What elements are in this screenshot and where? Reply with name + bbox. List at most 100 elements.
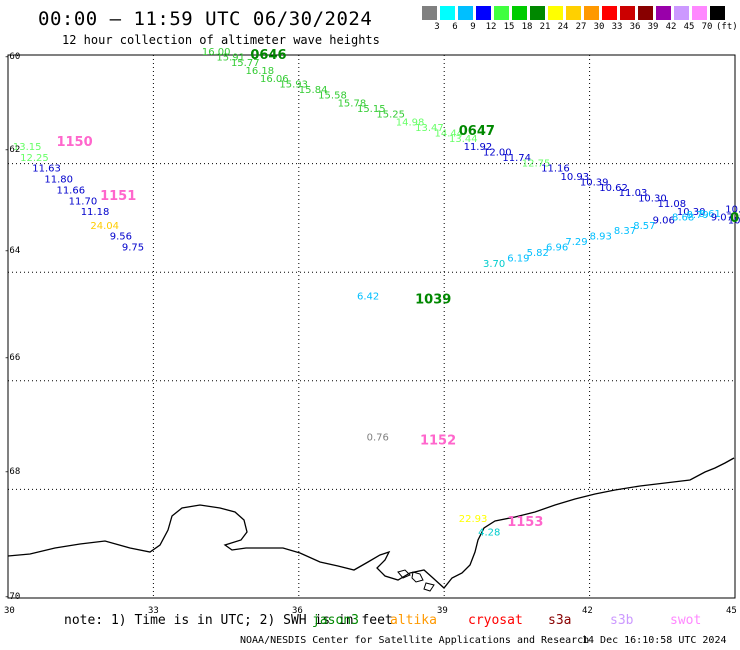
lon-label: 42 xyxy=(582,606,593,616)
legend-swatch xyxy=(458,6,473,20)
wave-height-value: 13.47 xyxy=(415,123,444,134)
lat-label: -62 xyxy=(4,145,21,155)
wave-height-value: 10.59 xyxy=(725,204,740,215)
pass-time-label: 1150 xyxy=(56,135,92,150)
wave-height-value: 0.76 xyxy=(367,433,389,444)
wave-height-value: 9.06 xyxy=(653,215,675,226)
legend-label: 24 xyxy=(557,22,569,32)
wave-height-value: 11.66 xyxy=(56,185,85,196)
wave-height-value: 6.42 xyxy=(357,291,379,302)
wave-height-points: 16.0015.9115.7716.1816.0615.9315.8415.58… xyxy=(13,47,740,539)
legend-label: 21 xyxy=(539,22,551,32)
legend-swatch xyxy=(512,6,527,20)
lat-label: -64 xyxy=(4,246,21,256)
grid-lines xyxy=(8,55,735,598)
wave-height-value: 15.25 xyxy=(376,109,405,120)
legend-swatch xyxy=(692,6,707,20)
legend-label: 36 xyxy=(629,22,641,32)
satellite-name-swot: swot xyxy=(670,613,702,628)
legend-swatch xyxy=(584,6,599,20)
page-title: 00:00 – 11:59 UTC 06/30/2024 xyxy=(38,8,373,30)
satellite-name-cryosat: cryosat xyxy=(468,613,523,628)
pass-time-label: 0647 xyxy=(459,124,495,139)
satellite-name-jason3: jason3 xyxy=(312,613,359,628)
legend-label: 42 xyxy=(665,22,677,32)
satellite-name-s3b: s3b xyxy=(610,613,634,628)
satellite-name-altika: altika xyxy=(390,613,437,628)
wave-height-value: 11.63 xyxy=(32,164,61,175)
legend-label: 6 xyxy=(452,22,458,32)
wave-height-value: 6.96 xyxy=(546,242,568,253)
pass-time-label: 1152 xyxy=(420,434,456,449)
wave-height-value: 15.78 xyxy=(338,99,367,110)
coast-islet-3 xyxy=(423,582,435,592)
wave-height-value: 4.28 xyxy=(478,528,500,539)
pass-time-label: 1153 xyxy=(507,515,543,530)
wave-height-value: 5.82 xyxy=(527,248,549,259)
footer-credit: NOAA/NESDIS Center for Satellite Applica… xyxy=(240,635,590,646)
wave-height-value: 3.70 xyxy=(483,259,505,270)
legend-label: 33 xyxy=(611,22,623,32)
wave-height-value: 11.92 xyxy=(464,142,493,153)
legend-label: 27 xyxy=(575,22,587,32)
wave-height-value: 16.00 xyxy=(202,47,231,58)
wave-height-value: 8.93 xyxy=(590,232,612,243)
legend-swatch xyxy=(602,6,617,20)
wave-height-value: 15.84 xyxy=(299,85,328,96)
legend-unit: (ft) xyxy=(716,22,738,32)
legend-swatch xyxy=(530,6,545,20)
pass-time-label: 0646 xyxy=(250,48,286,63)
wave-height-value: 7.29 xyxy=(565,237,587,248)
legend-swatch xyxy=(494,6,509,20)
wave-height-value: 12.75 xyxy=(522,158,551,169)
legend-label: 18 xyxy=(521,22,533,32)
wave-height-value: 10.39 xyxy=(580,177,609,188)
wave-height-value: 8.68 xyxy=(672,213,694,224)
legend-swatch xyxy=(476,6,491,20)
lat-label: -70 xyxy=(4,592,21,602)
lat-label: -68 xyxy=(4,467,21,477)
coast-islet-1 xyxy=(397,569,411,579)
wave-height-value: 15.58 xyxy=(318,90,347,101)
wave-height-value: 11.16 xyxy=(541,164,570,175)
wave-height-value: 13.44 xyxy=(449,134,478,145)
map-frame xyxy=(7,54,736,599)
wave-height-value: 15.91 xyxy=(216,52,245,63)
wave-height-value: 10.74 xyxy=(728,215,740,226)
satellite-name-s3a: s3a xyxy=(548,613,572,628)
legend-swatch xyxy=(548,6,563,20)
pass-time-label: 1151 xyxy=(100,189,136,204)
legend-label: 12 xyxy=(485,22,497,32)
legend-label: 45 xyxy=(683,22,695,32)
legend-swatch xyxy=(638,6,653,20)
legend-swatch xyxy=(440,6,455,20)
wave-height-value: 9.56 xyxy=(110,232,132,243)
legend-label: 15 xyxy=(503,22,515,32)
wave-height-value: 15.77 xyxy=(231,58,260,69)
legend-swatch xyxy=(620,6,635,20)
legend-label: 70 xyxy=(701,22,713,32)
legend-swatch xyxy=(566,6,581,20)
wave-height-value: 8.57 xyxy=(633,221,655,232)
wave-height-value: 13.15 xyxy=(13,142,42,153)
page-subtitle: 12 hour collection of altimeter wave hei… xyxy=(62,33,380,47)
lat-label: -60 xyxy=(4,52,21,62)
wave-height-value: 10.62 xyxy=(599,183,628,194)
lon-label: 39 xyxy=(437,606,448,616)
wave-height-value: 9.07 xyxy=(711,213,733,224)
wave-height-value: 10.93 xyxy=(561,172,590,183)
wave-height-value: 6.19 xyxy=(507,253,529,264)
footer-timestamp: 14 Dec 16:10:58 UTC 2024 xyxy=(582,635,727,646)
lon-label: 36 xyxy=(292,606,303,616)
lon-label: 30 xyxy=(4,606,15,616)
lat-label: -66 xyxy=(4,353,21,363)
legend-label: 39 xyxy=(647,22,659,32)
pass-time-label: 0948 xyxy=(730,211,740,226)
wave-height-value: 11.03 xyxy=(619,188,648,199)
legend-swatch xyxy=(422,6,437,20)
wave-height-value: 22.93 xyxy=(459,514,488,525)
wave-height-value: 8.79 xyxy=(687,210,709,221)
legend-swatch xyxy=(674,6,689,20)
wave-height-value: 8.37 xyxy=(614,226,636,237)
wave-height-value: 12.25 xyxy=(20,153,49,164)
